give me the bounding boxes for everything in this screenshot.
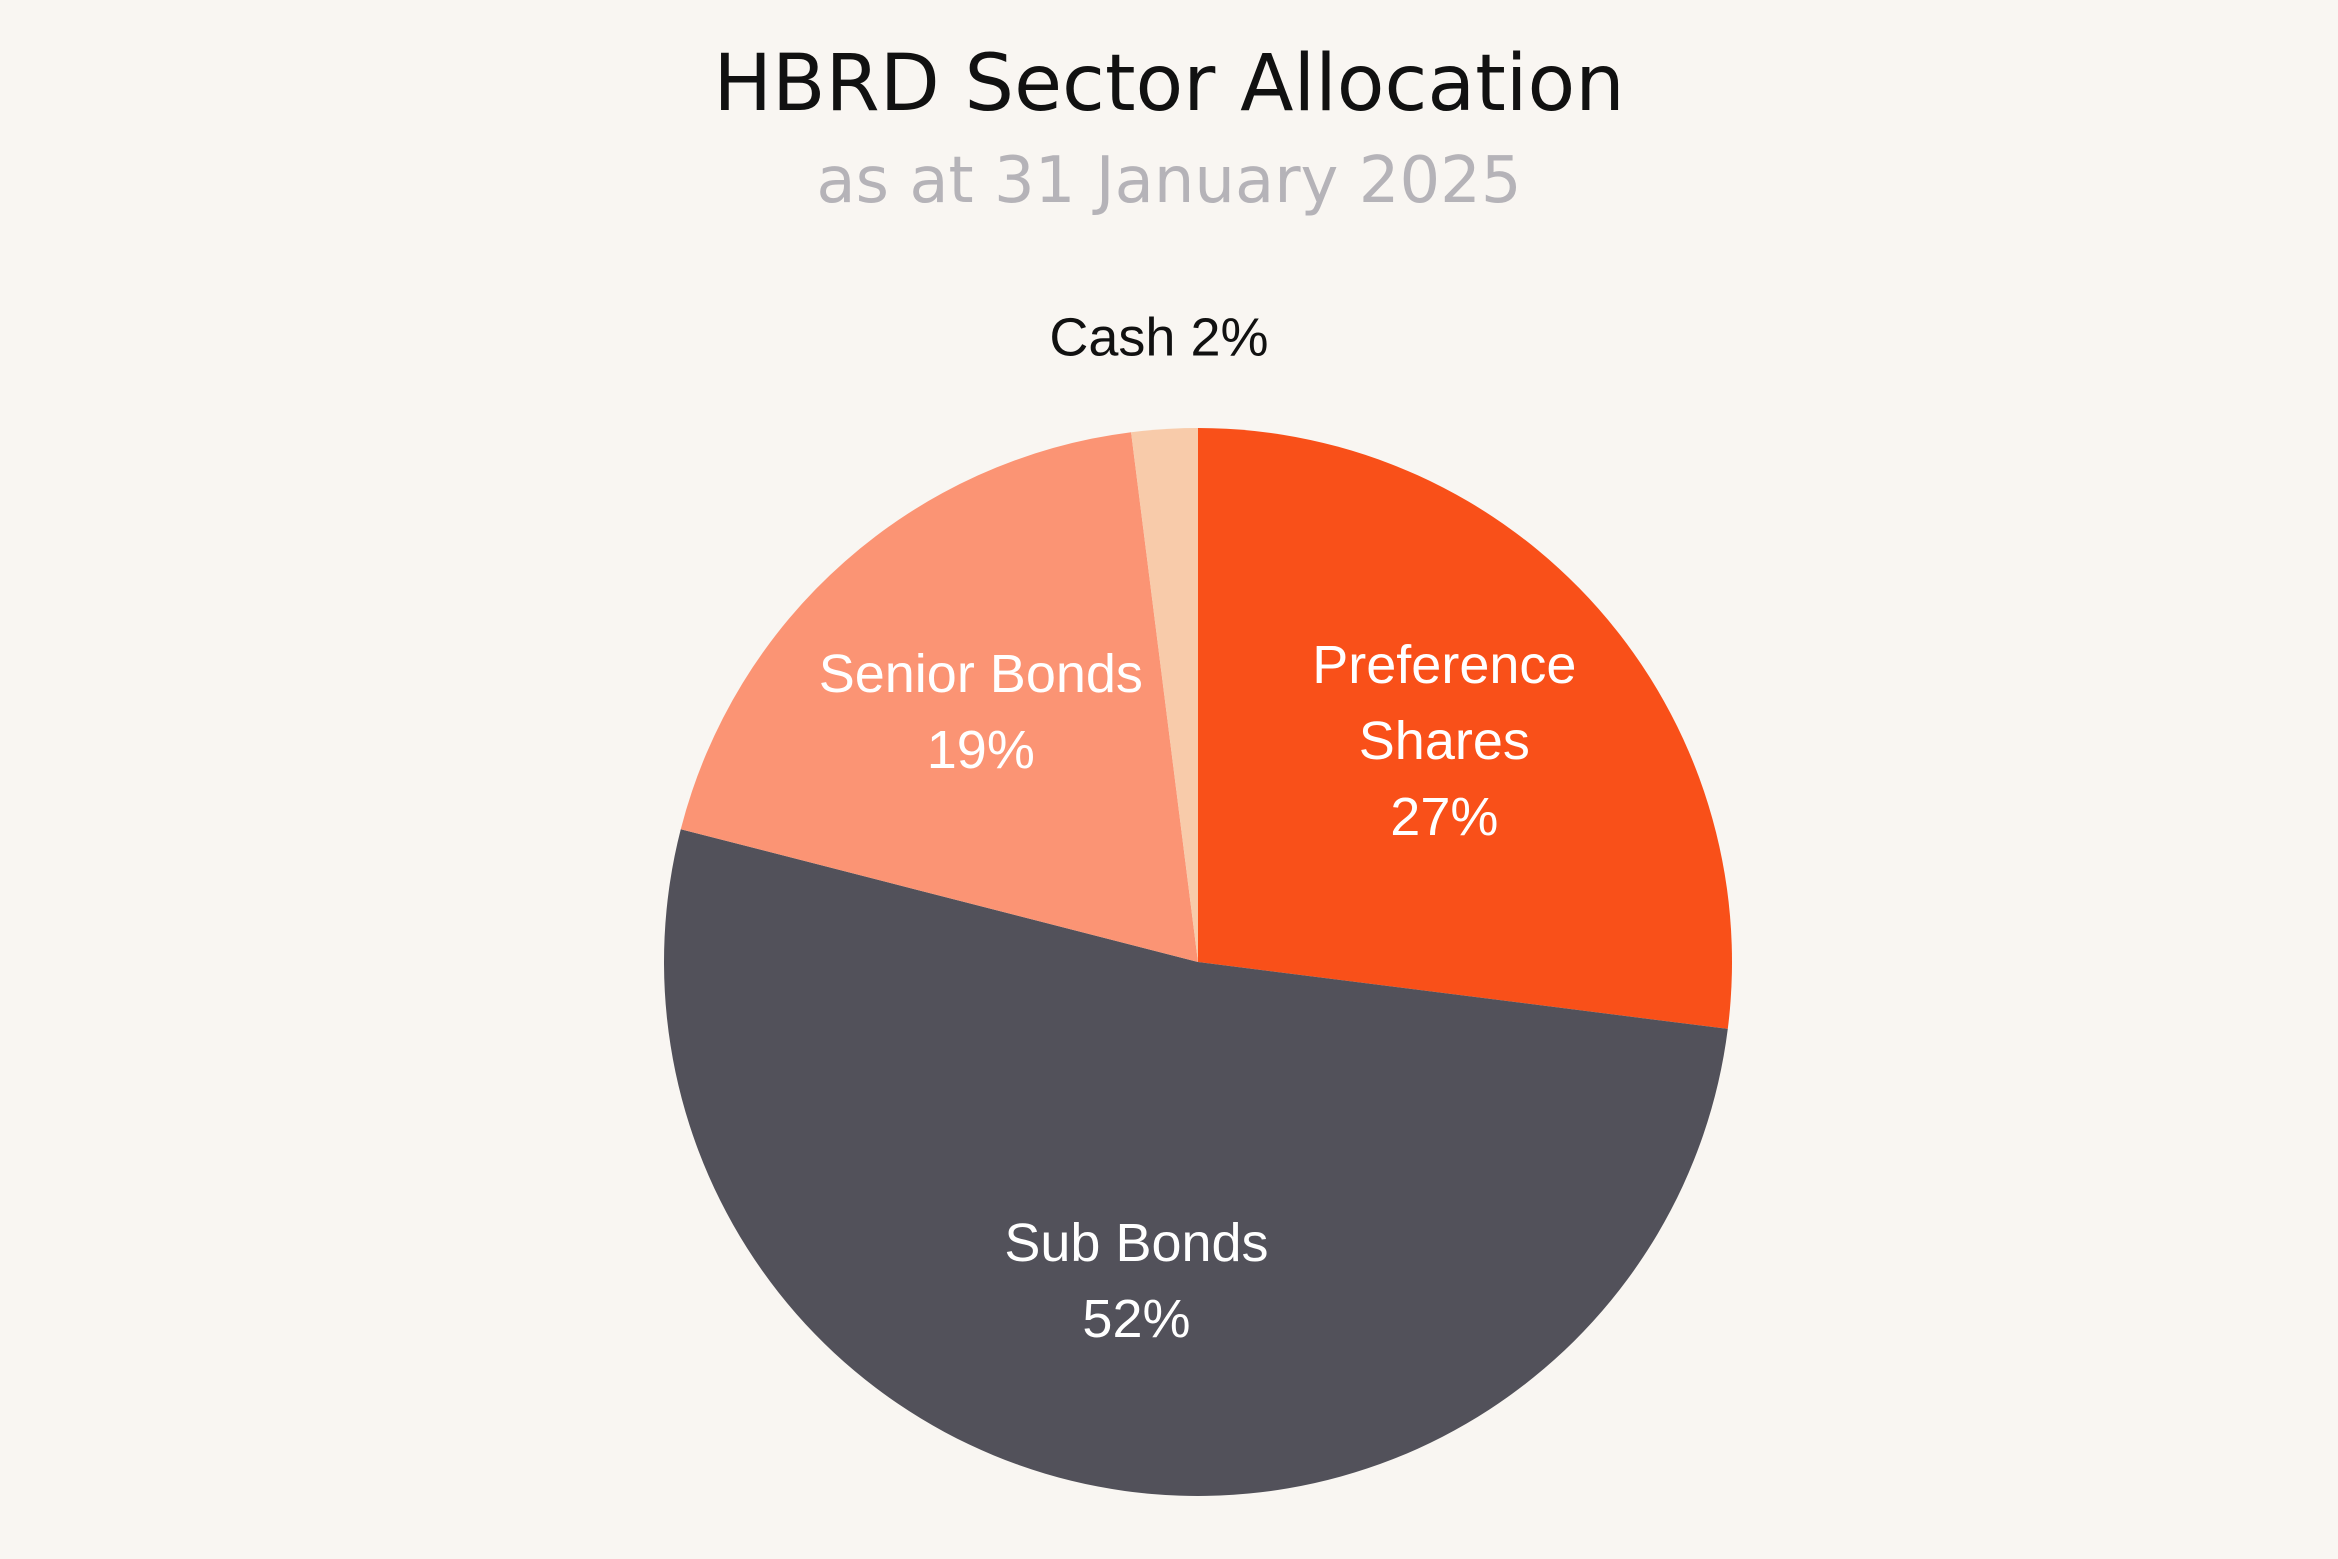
pie-slices: [664, 428, 1733, 1496]
chart-subtitle: as at 31 January 2025: [816, 144, 1521, 218]
slice-label-sub-bonds: Sub Bonds 52%: [1004, 1213, 1268, 1349]
slice-label-cash: Cash 2%: [1049, 307, 1268, 367]
chart-title: HBRD Sector Allocation: [713, 39, 1624, 129]
slice-senior-bonds: [680, 432, 1198, 962]
pie-labels: Preference Shares 27% Sub Bonds 52% Senior Bo…: [819, 307, 1577, 1348]
slice-label-line: Senior Bonds: [819, 644, 1143, 704]
slice-label-line: 27%: [1390, 787, 1498, 847]
slice-label-line: 52%: [1082, 1289, 1190, 1349]
slice-label-line: 19%: [927, 720, 1035, 780]
slice-label-line: Cash 2%: [1049, 307, 1268, 367]
slice-label-senior-bonds: Senior Bonds 19%: [819, 644, 1143, 780]
slice-cash: [1131, 428, 1198, 962]
slice-label-line: Shares: [1359, 711, 1530, 771]
slice-label-line: Preference: [1312, 635, 1576, 695]
slice-sub-bonds: [664, 829, 1728, 1496]
slice-preference-shares: [1198, 428, 1733, 1029]
slice-label-line: Sub Bonds: [1004, 1213, 1268, 1273]
slice-label-preference-shares: Preference Shares 27%: [1312, 635, 1576, 847]
